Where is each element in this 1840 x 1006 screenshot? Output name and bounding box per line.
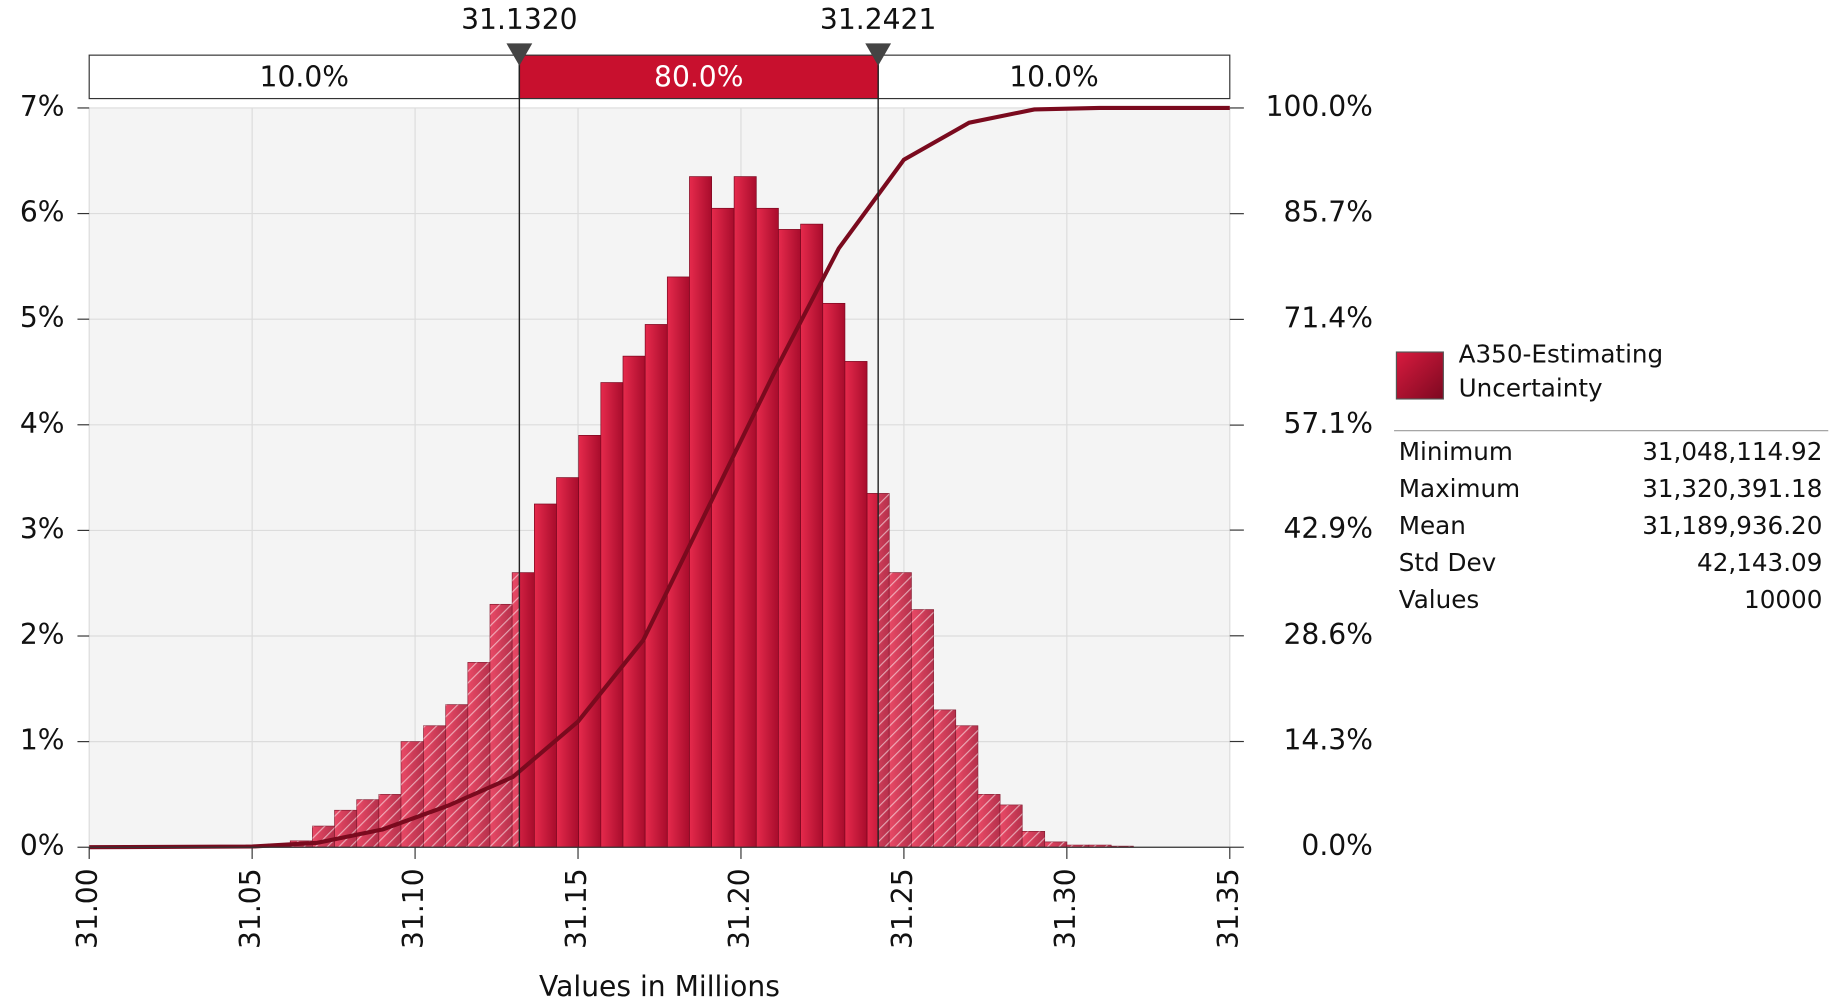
- x-tick-label: 31.10: [397, 868, 430, 949]
- y-tick-label: 0%: [20, 829, 65, 862]
- hatch-overlay: [490, 604, 513, 848]
- y2-tick-label: 0.0%: [1301, 829, 1373, 862]
- bar: [822, 302, 846, 848]
- hatch-overlay: [378, 794, 402, 848]
- hatch-overlay: [1022, 831, 1045, 848]
- bar: [534, 503, 557, 848]
- bar: [666, 276, 690, 848]
- y-tick-label: 4%: [20, 407, 65, 440]
- hatch-overlay: [356, 799, 379, 848]
- stat-label: Mean: [1399, 511, 1466, 540]
- y2-tick-label: 28.6%: [1283, 618, 1372, 651]
- y2-tick-label: 42.9%: [1283, 512, 1372, 545]
- x-tick-label: 31.20: [723, 868, 756, 949]
- delimiter-segment: [877, 54, 1231, 100]
- y-tick-label: 1%: [20, 724, 65, 757]
- hatch-overlay: [977, 794, 1001, 848]
- hatch-overlay: [467, 662, 491, 848]
- bar: [600, 382, 624, 848]
- bar: [578, 434, 602, 848]
- segment-label: 80.0%: [654, 61, 743, 94]
- delimiter-label: 31.2421: [820, 3, 936, 36]
- hatch-overlay: [423, 725, 446, 848]
- bar: [556, 477, 580, 848]
- y-tick-label: 3%: [20, 512, 65, 545]
- delimiter-segment: [88, 54, 520, 100]
- delimiter-label: 31.1320: [461, 3, 577, 36]
- y2-tick-label: 71.4%: [1283, 301, 1372, 334]
- x-tick-label: 31.30: [1049, 868, 1082, 949]
- hatch-overlay: [445, 704, 468, 848]
- y2-tick-label: 14.3%: [1283, 724, 1372, 757]
- hatch-overlay: [933, 709, 956, 848]
- y-tick-label: 6%: [20, 196, 65, 229]
- stat-value: 42,143.09: [1697, 548, 1822, 577]
- bar: [778, 229, 801, 848]
- segment-label: 10.0%: [1009, 61, 1098, 94]
- hatch-overlay: [1000, 804, 1023, 848]
- delimiter-handle: [865, 43, 892, 66]
- hatch-overlay: [955, 725, 978, 848]
- x-tick-label: 31.35: [1212, 868, 1245, 949]
- hatch-overlay: [911, 609, 934, 848]
- stat-label: Minimum: [1399, 437, 1513, 466]
- bar: [711, 207, 735, 848]
- stat-value: 10000: [1744, 585, 1822, 614]
- stat-label: Values: [1399, 585, 1479, 614]
- x-tick-label: 31.05: [234, 868, 267, 949]
- hatch-overlay: [889, 572, 912, 848]
- legend-swatch: [1395, 351, 1444, 400]
- y2-tick-label: 85.7%: [1283, 196, 1372, 229]
- y2-tick-label: 57.1%: [1283, 407, 1372, 440]
- stat-value: 31,048,114.92: [1642, 437, 1822, 466]
- y-tick-label: 5%: [20, 301, 65, 334]
- bar: [755, 207, 779, 848]
- hatch-overlay: [334, 810, 357, 848]
- x-tick-label: 31.15: [560, 868, 593, 949]
- stat-value: 31,320,391.18: [1642, 474, 1822, 503]
- y-tick-label: 7%: [20, 90, 65, 123]
- stat-label: Std Dev: [1399, 548, 1496, 577]
- hatch-overlay: [878, 493, 890, 848]
- stat-label: Maximum: [1399, 474, 1520, 503]
- bar: [733, 176, 757, 848]
- hatch-overlay: [401, 741, 424, 848]
- delimiter-handle: [506, 43, 533, 66]
- hatch-overlay: [1066, 845, 1090, 848]
- stat-value: 31,189,936.20: [1642, 511, 1822, 540]
- y-tick-label: 2%: [20, 618, 65, 651]
- x-axis-title: Values in Millions: [539, 970, 780, 1003]
- legend-entry: A350-Estimating Uncertainty: [1458, 340, 1664, 403]
- bar: [844, 361, 868, 848]
- hatch-overlay: [1089, 845, 1112, 848]
- bar: [622, 355, 646, 848]
- y2-tick-label: 100.0%: [1266, 90, 1373, 123]
- hatch-overlay: [512, 572, 520, 848]
- legend-label: A350-Estimating Uncertainty: [1458, 340, 1664, 403]
- segment-label: 10.0%: [260, 61, 349, 94]
- x-tick-label: 31.00: [71, 868, 104, 949]
- bar: [644, 324, 668, 848]
- hatch-overlay: [1044, 841, 1067, 848]
- cumulative-line: [89, 105, 1230, 850]
- x-tick-label: 31.25: [886, 868, 919, 949]
